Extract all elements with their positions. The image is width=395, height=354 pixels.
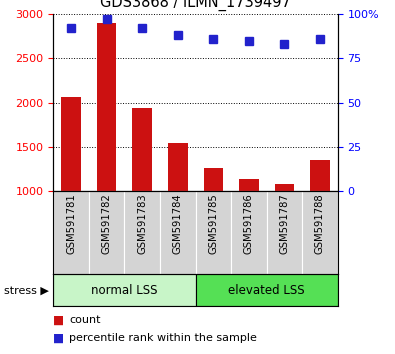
Text: elevated LSS: elevated LSS: [228, 284, 305, 297]
Bar: [53, 274, 196, 306]
Text: normal LSS: normal LSS: [91, 284, 158, 297]
Bar: [132, 108, 152, 191]
Text: GSM591788: GSM591788: [315, 194, 325, 254]
FancyBboxPatch shape: [267, 191, 302, 274]
Title: GDS3868 / ILMN_1739497: GDS3868 / ILMN_1739497: [100, 0, 291, 11]
FancyBboxPatch shape: [160, 191, 196, 274]
Bar: [203, 168, 223, 191]
Text: GSM591785: GSM591785: [208, 194, 218, 255]
FancyBboxPatch shape: [124, 191, 160, 274]
Bar: [310, 160, 330, 191]
FancyBboxPatch shape: [196, 191, 231, 274]
FancyBboxPatch shape: [89, 191, 124, 274]
Text: percentile rank within the sample: percentile rank within the sample: [69, 333, 257, 343]
Text: ■: ■: [53, 314, 64, 327]
Bar: [168, 143, 188, 191]
Text: ■: ■: [53, 332, 64, 344]
Text: GSM591783: GSM591783: [137, 194, 147, 254]
Text: GSM591787: GSM591787: [279, 194, 290, 255]
Text: GSM591786: GSM591786: [244, 194, 254, 255]
Text: GSM591784: GSM591784: [173, 194, 183, 254]
Text: stress ▶: stress ▶: [4, 286, 49, 296]
FancyBboxPatch shape: [302, 191, 338, 274]
Bar: [196, 274, 338, 306]
FancyBboxPatch shape: [231, 191, 267, 274]
FancyBboxPatch shape: [53, 191, 89, 274]
Bar: [97, 23, 117, 191]
Bar: [61, 97, 81, 191]
Bar: [275, 184, 294, 191]
Text: GSM591782: GSM591782: [102, 194, 112, 255]
Bar: [239, 179, 259, 191]
Text: count: count: [69, 315, 101, 325]
Text: GSM591781: GSM591781: [66, 194, 76, 255]
